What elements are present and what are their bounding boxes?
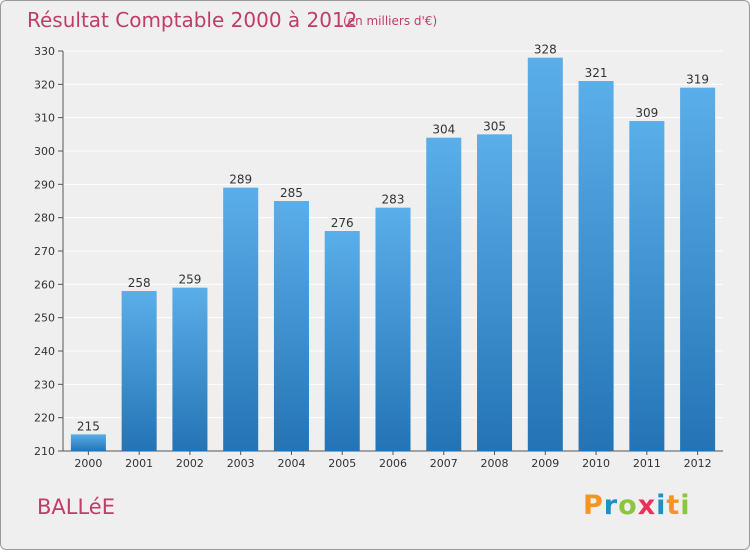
logo-letter: o [618,490,638,521]
x-tick-label-2006: 2006 [379,457,407,470]
y-tick-label: 250 [34,312,55,325]
x-tick-label-2000: 2000 [74,457,102,470]
logo-letter: x [637,490,657,521]
x-tick-label-2003: 2003 [227,457,255,470]
data-label-2006: 283 [382,193,405,207]
y-tick-label: 330 [34,45,55,58]
bar-2007 [426,137,462,451]
labels: 210 220 230 240 250 260 270 280 290 300 310 320 330 2… [34,43,712,470]
bar-2011 [629,121,665,451]
x-tick-label-2011: 2011 [633,457,661,470]
logo-letter: i [656,490,667,521]
data-label-2004: 285 [280,186,303,200]
y-tick-label: 280 [34,212,55,225]
y-tick-label: 210 [34,445,55,458]
x-tick-label-2008: 2008 [481,457,509,470]
x-tick-label-2012: 2012 [684,457,712,470]
x-tick-label-2005: 2005 [328,457,356,470]
bar-2006 [375,207,411,451]
x-tick-label-2004: 2004 [277,457,305,470]
y-tick-label: 320 [34,78,55,91]
x-tick-label-2007: 2007 [430,457,458,470]
x-tick-label-2001: 2001 [125,457,153,470]
data-label-2000: 215 [77,419,100,433]
chart-title: Résultat Comptable 2000 à 2012 [27,8,358,32]
data-label-2008: 305 [483,119,506,133]
data-label-2007: 304 [432,123,455,137]
commune-name: BALLéE [37,495,115,519]
bar-2005 [324,231,360,451]
y-tick-label: 260 [34,278,55,291]
data-label-2010: 321 [585,66,608,80]
logo-letter: r [603,490,619,521]
y-tick-label: 270 [34,245,55,258]
data-label-2009: 328 [534,43,557,57]
x-tick-label-2010: 2010 [582,457,610,470]
bar-2010 [578,81,614,451]
y-tick-label: 290 [34,178,55,191]
data-label-2001: 258 [128,276,151,290]
data-label-2003: 289 [229,173,252,187]
bar-2008 [477,134,513,452]
y-tick-label: 220 [34,412,55,425]
logo-letter: P [583,490,604,521]
data-label-2012: 319 [686,73,709,87]
x-tick-label-2009: 2009 [531,457,559,470]
data-label-2002: 259 [178,273,201,287]
bars [70,57,716,452]
y-tick-label: 240 [34,345,55,358]
logo-letter: t [666,490,681,521]
logo-letter: i [680,490,691,521]
chart-subtitle: (en milliers d'€) [343,14,438,28]
y-tick-label: 310 [34,112,55,125]
data-label-2011: 309 [635,106,658,120]
y-tick-label: 300 [34,145,55,158]
bar-2003 [223,187,259,451]
data-label-2005: 276 [331,216,354,230]
bar-2002 [172,287,208,451]
proxiti-logo: Proxiti [583,490,691,521]
x-tick-label-2002: 2002 [176,457,204,470]
bar-2009 [527,57,563,452]
bar-2000 [70,434,106,451]
bar-2012 [680,87,716,452]
bar-2001 [121,291,157,451]
bar-2004 [273,201,309,451]
y-tick-label: 230 [34,378,55,391]
